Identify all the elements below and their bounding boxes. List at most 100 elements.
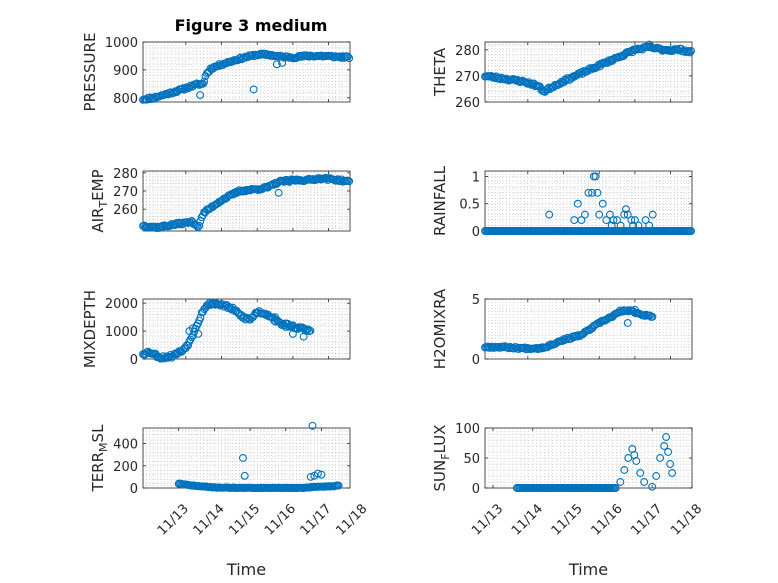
data-point	[641, 216, 650, 225]
data-point	[545, 210, 554, 219]
axes-box	[142, 170, 351, 232]
data-series	[481, 172, 696, 235]
subplot-6: 0 5 H2OMIXRA	[431, 288, 693, 369]
data-point	[603, 315, 612, 324]
data-point	[588, 188, 597, 197]
y-axis-label-main: SUN	[431, 460, 449, 492]
data-point	[248, 50, 257, 59]
data-point	[274, 188, 283, 197]
data-point	[636, 469, 645, 477]
data-point	[632, 45, 641, 54]
y-axis-label-tail: SL	[89, 424, 107, 443]
data-point	[189, 324, 197, 333]
data-series	[481, 305, 657, 354]
data-point	[660, 442, 669, 450]
y-axis-label: THETA	[431, 47, 449, 97]
y-axis-label-main: RAINFALL	[431, 165, 449, 236]
axes-box	[484, 298, 693, 360]
data-point	[622, 205, 630, 214]
y-axis-label-main: H2OMIXRA	[431, 288, 449, 369]
y-axis-label-main: TERR	[89, 452, 107, 493]
data-series	[139, 173, 354, 233]
data-point	[648, 312, 657, 321]
y-tick-label: 400	[113, 438, 138, 453]
axes-box	[142, 298, 351, 360]
data-point	[573, 199, 582, 208]
data-point	[605, 210, 614, 219]
y-axis-label-main: MIXDEPTH	[81, 290, 99, 368]
data-point	[240, 471, 249, 480]
data-point	[687, 46, 696, 55]
y-tick-label: 260	[113, 203, 138, 218]
subplot-5: 0 1000 2000 MIXDEPTH	[81, 290, 351, 368]
data-point	[313, 469, 322, 478]
data-point	[591, 172, 600, 181]
y-axis-label: RAINFALL	[431, 165, 449, 236]
y-tick-label: 0	[472, 353, 480, 368]
data-point	[627, 216, 636, 225]
data-point	[687, 227, 696, 235]
data-point	[634, 221, 643, 230]
x-axis-label: Time	[568, 560, 608, 579]
y-axis-label-tail: EMP	[89, 169, 107, 200]
x-axis-label: Time	[226, 560, 266, 579]
data-point	[202, 69, 211, 78]
data-point	[685, 48, 694, 57]
data-point	[191, 220, 200, 229]
subplot-1: 800 900 1000 PRESSURE	[81, 33, 354, 112]
y-tick-label: 200	[113, 460, 138, 475]
data-point	[195, 221, 204, 230]
subplot-2: 260 270 280 THETA	[431, 40, 696, 111]
y-axis-label: TERRMSL	[89, 424, 110, 493]
data-point	[662, 433, 671, 441]
data-point	[524, 78, 533, 87]
data-point	[668, 469, 677, 477]
data-point	[624, 454, 633, 462]
data-point	[620, 466, 629, 474]
data-point	[666, 460, 675, 468]
data-point	[345, 54, 354, 63]
data-point	[288, 329, 297, 338]
data-point	[623, 210, 632, 219]
data-point	[630, 216, 639, 225]
y-tick-label: 270	[455, 70, 480, 85]
y-tick-label: 0	[130, 482, 138, 497]
data-point	[186, 335, 195, 344]
y-axis-label: H2OMIXRA	[431, 288, 449, 369]
y-axis-label: AIRTEMP	[89, 169, 110, 232]
data-point	[192, 221, 201, 230]
data-series	[139, 49, 354, 104]
data-point	[306, 326, 315, 335]
y-tick-label: 0.5	[459, 198, 480, 213]
y-axis-label-main: AIR	[89, 208, 107, 233]
data-point	[684, 47, 693, 55]
data-point	[182, 218, 191, 227]
y-axis-label-subscript: M	[97, 442, 110, 452]
data-point	[531, 82, 539, 91]
data-point	[546, 85, 554, 94]
data-point	[616, 478, 625, 486]
data-point	[238, 454, 247, 462]
data-point	[645, 40, 654, 49]
y-tick-label: 800	[113, 92, 138, 107]
data-series	[139, 299, 315, 363]
data-point	[200, 77, 209, 86]
y-axis-label: PRESSURE	[81, 33, 99, 112]
data-point	[620, 210, 629, 219]
data-series	[481, 40, 696, 96]
y-tick-label: 900	[113, 64, 138, 79]
data-point	[593, 188, 602, 197]
data-point	[577, 216, 586, 225]
data-point	[167, 220, 176, 228]
y-tick-label: 0	[472, 482, 480, 497]
data-point	[196, 91, 205, 99]
data-point	[629, 221, 638, 230]
y-axis-label-tail: LUX	[431, 425, 449, 454]
data-point	[299, 332, 308, 341]
y-tick-label: 270	[113, 185, 138, 200]
data-point	[317, 470, 326, 479]
y-tick-label: 1000	[105, 325, 138, 340]
data-point	[609, 216, 618, 225]
